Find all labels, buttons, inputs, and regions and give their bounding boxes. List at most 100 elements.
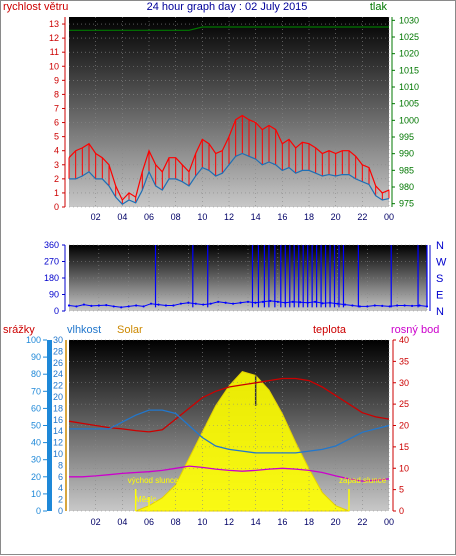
humidity-tick-label: 30 [53, 335, 63, 345]
pressure-tick-label: 990 [399, 149, 414, 159]
direction-point [239, 301, 242, 304]
rain-tick-label: 70 [31, 386, 41, 396]
wind-avg-line [69, 152, 390, 205]
pressure-tick-label: 975 [399, 199, 414, 209]
temperature-axis-label: teplota [313, 324, 347, 336]
temp-grid [69, 339, 390, 512]
direction-tick-label: 360 [44, 240, 59, 250]
direction-series [67, 245, 429, 309]
direction-point [164, 304, 168, 307]
wind-x-tick-label: 06 [144, 212, 154, 222]
direction-point [396, 304, 399, 307]
series-line [68, 377, 390, 433]
direction-tick-label: 90 [49, 290, 59, 300]
direction-point [194, 302, 197, 305]
temp-tick-label: 30 [399, 378, 409, 388]
direction-point [358, 305, 361, 308]
pressure-tick-label: 980 [399, 182, 414, 192]
temp-tick-label: 20 [399, 421, 409, 431]
direction-point [105, 304, 108, 307]
humidity-tick-label: 22 [53, 381, 63, 391]
direction-point [157, 303, 160, 306]
humidity-tick-label: 10 [53, 449, 63, 459]
solar-axis-label: Solar [117, 324, 143, 336]
temp-series [68, 377, 390, 482]
pressure-tick-label: 995 [399, 132, 414, 142]
wind-x-tick-label: 10 [197, 212, 207, 222]
temp-tick-label: 15 [399, 442, 409, 452]
rain-tick-label: 20 [31, 472, 41, 482]
direction-point [314, 300, 317, 303]
direction-point [306, 301, 309, 304]
rain-axis-bar [47, 340, 52, 511]
wind-x-tick-label: 18 [304, 212, 314, 222]
direction-point [120, 306, 123, 309]
direction-point [112, 305, 115, 308]
direction-point [299, 301, 302, 304]
direction-point [187, 301, 190, 304]
wind-tick-label: 3 [54, 160, 59, 170]
direction-point [127, 305, 130, 308]
direction-point [75, 305, 78, 308]
pressure-tick-label: 1015 [399, 65, 419, 75]
wind-x-tick-label: 22 [357, 212, 367, 222]
humidity-tick-label: 26 [53, 358, 63, 368]
direction-point [97, 304, 100, 307]
temp-x-tick-label: 04 [117, 517, 127, 527]
wind-tick-label: 0 [54, 202, 59, 212]
sunrise-label: východ slunce [128, 476, 179, 485]
wind-axes: 0123456789101112139759809859909951000100… [49, 15, 419, 222]
wind-x-tick-label: 16 [277, 212, 287, 222]
rain-tick-label: 80 [31, 369, 41, 379]
pressure-axis-label: tlak [370, 1, 388, 13]
temp-x-tick-label: 02 [91, 517, 101, 527]
series-line [69, 465, 390, 482]
humidity-tick-label: 18 [53, 403, 63, 413]
compass-label: W [436, 257, 447, 269]
direction-point [172, 304, 175, 307]
temp-tick-label: 25 [399, 399, 409, 409]
compass-label: E [436, 290, 443, 302]
wind-tick-label: 11 [50, 47, 59, 57]
direction-point [291, 300, 294, 303]
pressure-tick-label: 1025 [399, 32, 419, 42]
direction-point [425, 305, 429, 308]
wind-tick-label: 13 [49, 19, 59, 29]
series-line [69, 409, 390, 454]
direction-axes: 0 N 90 E 180 S 270 W 360 N [44, 240, 447, 318]
humidity-tick-label: 2 [58, 495, 63, 505]
direction-point [82, 303, 86, 306]
compass-label: N [436, 306, 444, 318]
direction-point [410, 304, 414, 307]
temp-tick-label: 40 [399, 335, 409, 345]
humidity-tick-label: 12 [53, 438, 63, 448]
direction-point [321, 302, 324, 305]
sun-moon-annotations: východ slunce západ slunce Měsíc [128, 476, 387, 511]
temp-axes: 0510152025303540010203040506070809010002… [26, 335, 409, 527]
rain-tick-label: 50 [31, 421, 41, 431]
direction-tick-label: 270 [44, 257, 59, 267]
temp-x-tick-label: 18 [304, 517, 314, 527]
direction-point [403, 304, 406, 307]
direction-point [67, 304, 71, 307]
wind-x-tick-label: 12 [224, 212, 234, 222]
compass-label: N [436, 240, 444, 252]
temp-tick-label: 0 [399, 506, 404, 516]
direction-point [231, 302, 235, 305]
page-title: 24 hour graph day : 02 July 2015 [147, 1, 308, 13]
humidity-tick-label: 24 [53, 369, 63, 379]
rain-tick-label: 10 [31, 489, 41, 499]
humidity-tick-label: 4 [58, 483, 63, 493]
humidity-axis-label: vlhkost [67, 324, 101, 336]
solar-area-shape [135, 371, 350, 512]
rain-tick-label: 40 [31, 438, 41, 448]
direction-point [388, 305, 391, 308]
direction-point [149, 302, 153, 305]
rain-tick-label: 30 [31, 455, 41, 465]
wind-tick-label: 10 [49, 61, 59, 71]
wind-tick-label: 2 [54, 174, 59, 184]
direction-point [269, 299, 272, 303]
direction-tick-label: 180 [44, 273, 59, 283]
